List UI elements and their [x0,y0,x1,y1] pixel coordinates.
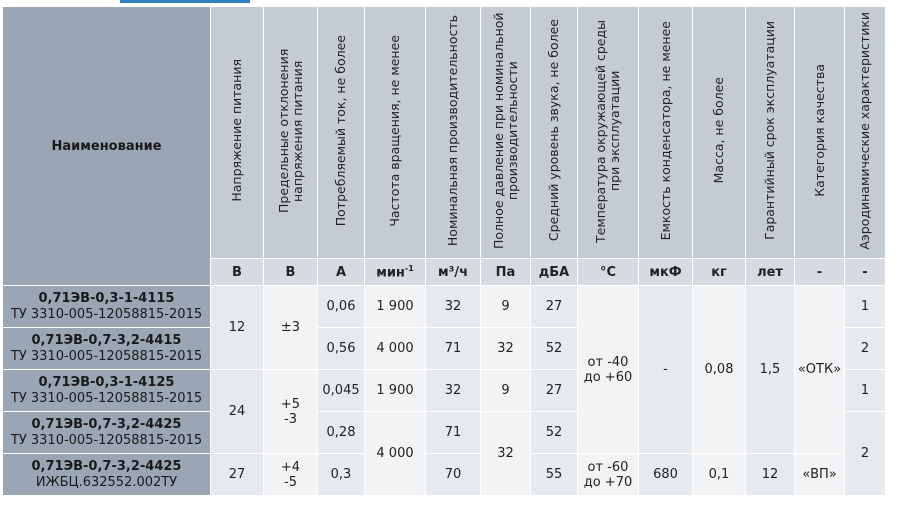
cell-temp: от -60 до +70 [577,453,639,496]
row-name: 0,71ЭВ-0,7-3,2-4425 ИЖБЦ.632552.002ТУ [2,453,211,496]
cell-pressure: 32 [480,327,531,370]
fan-specs-table: Наименование Напряжение питания Предельн… [2,6,886,496]
row-name: 0,71ЭВ-0,3-1-4125 ТУ 3310-005-12058815-20… [2,369,211,412]
table-row: 0,71ЭВ-0,3-1-4115 ТУ 3310-005-12058815-20… [2,285,886,454]
cell-aero: 1 [844,285,886,328]
header-warranty: Гарантийный срок эксплуатации [745,6,795,259]
unit-voltage: В [210,258,264,286]
header-rpm: Частота вращения, не менее [364,6,426,259]
header-mass: Масса, не более [692,6,746,259]
top-accent [0,0,901,6]
cell-current: 0,06 [317,285,365,328]
unit-mass: кг [692,258,746,286]
cell-voltage: 24 [210,369,264,454]
row-name: 0,71ЭВ-0,7-3,2-4415 ТУ 3310-005-12058815-… [2,327,211,370]
cell-voltage: 27 [210,453,264,496]
units-row: В В А мин-1 м³/ч Па дБА °C мкФ кг лет - … [3,258,886,286]
cell-rpm: 1 900 [364,369,426,412]
cell-deviation: +5 -3 [263,369,318,454]
unit-temp: °C [577,258,639,286]
cell-voltage: 12 [210,285,264,370]
header-quality: Категория качества [794,6,845,259]
accent-bar [120,0,250,3]
table-row: 0,71ЭВ-0,7-3,2-4425 ТУ 3310-005-12058815-… [2,411,886,496]
cell-flow: 32 [425,285,481,328]
cell-current: 0,56 [317,327,365,370]
cell-capacitor: - [638,285,693,454]
header-name: Наименование [2,6,211,286]
cell-rpm: 1 900 [364,285,426,328]
cell-current: 0,3 [317,453,365,496]
cell-noise: 55 [530,453,578,496]
header-current: Потребляемый ток, не более [317,6,365,259]
header-row: Наименование Напряжение питания Предельн… [2,6,886,286]
cell-rpm: 4 000 [364,327,426,370]
unit-flow: м³/ч [425,258,481,286]
cell-mass: 0,08 [692,285,746,454]
cell-flow: 32 [425,369,481,412]
header-pressure: Полное давление при номинальной производ… [480,6,531,259]
cell-current: 0,045 [317,369,365,412]
cell-aero: 1 [844,369,886,412]
header-capacitor: Емкость конденсатора, не менее [638,6,693,259]
cell-warranty: 1,5 [745,285,795,454]
unit-noise: дБА [530,258,578,286]
header-voltage: Напряжение питания [210,6,264,259]
table-row: 0,71ЭВ-0,7-3,2-4415 ТУ 3310-005-12058815-… [2,327,886,370]
unit-current: А [317,258,365,286]
table-row: 0,71ЭВ-0,3-1-4125 ТУ 3310-005-12058815-20… [2,369,886,454]
cell-noise: 52 [530,327,578,370]
header-noise: Средний уровень звука, не более [530,6,578,259]
cell-noise: 27 [530,285,578,328]
cell-mass: 0,1 [692,453,746,496]
cell-current: 0,28 [317,411,365,454]
unit-quality: - [794,258,845,286]
row-name: 0,71ЭВ-0,7-3,2-4425 ТУ 3310-005-12058815-… [2,411,211,454]
header-temp: Температура окружающей среды при эксплуа… [577,6,639,259]
header-aero: Аэродинамические характеристики [844,6,886,259]
cell-pressure: 32 [480,411,531,496]
unit-capacitor: мкФ [638,258,693,286]
table-row: 0,71ЭВ-0,7-3,2-4425 ИЖБЦ.632552.002ТУ 27 … [2,453,886,496]
row-name: 0,71ЭВ-0,3-1-4115 ТУ 3310-005-12058815-20… [2,285,211,328]
unit-deviation: В [263,258,318,286]
cell-noise: 52 [530,411,578,454]
cell-pressure: 9 [480,285,531,328]
cell-flow: 71 [425,327,481,370]
cell-aero: 2 [844,327,886,370]
cell-quality: «ВП» [794,453,845,496]
header-deviation: Предельные отклонения напряжения питания [263,6,318,259]
cell-flow: 71 [425,411,481,454]
unit-rpm: мин-1 [364,258,426,286]
cell-quality: «ОТК» [794,285,845,454]
cell-aero: 2 [844,411,886,496]
cell-temp: от -40 до +60 [577,285,639,454]
cell-deviation: ±3 [263,285,318,370]
unit-aero: - [844,258,886,286]
cell-warranty: 12 [745,453,795,496]
cell-noise: 27 [530,369,578,412]
cell-pressure: 9 [480,369,531,412]
unit-warranty: лет [745,258,795,286]
header-flow: Номинальная производительность [425,6,481,259]
cell-flow: 70 [425,453,481,496]
unit-pressure: Па [480,258,531,286]
cell-rpm: 4 000 [364,411,426,496]
cell-deviation: +4 -5 [263,453,318,496]
cell-capacitor: 680 [638,453,693,496]
